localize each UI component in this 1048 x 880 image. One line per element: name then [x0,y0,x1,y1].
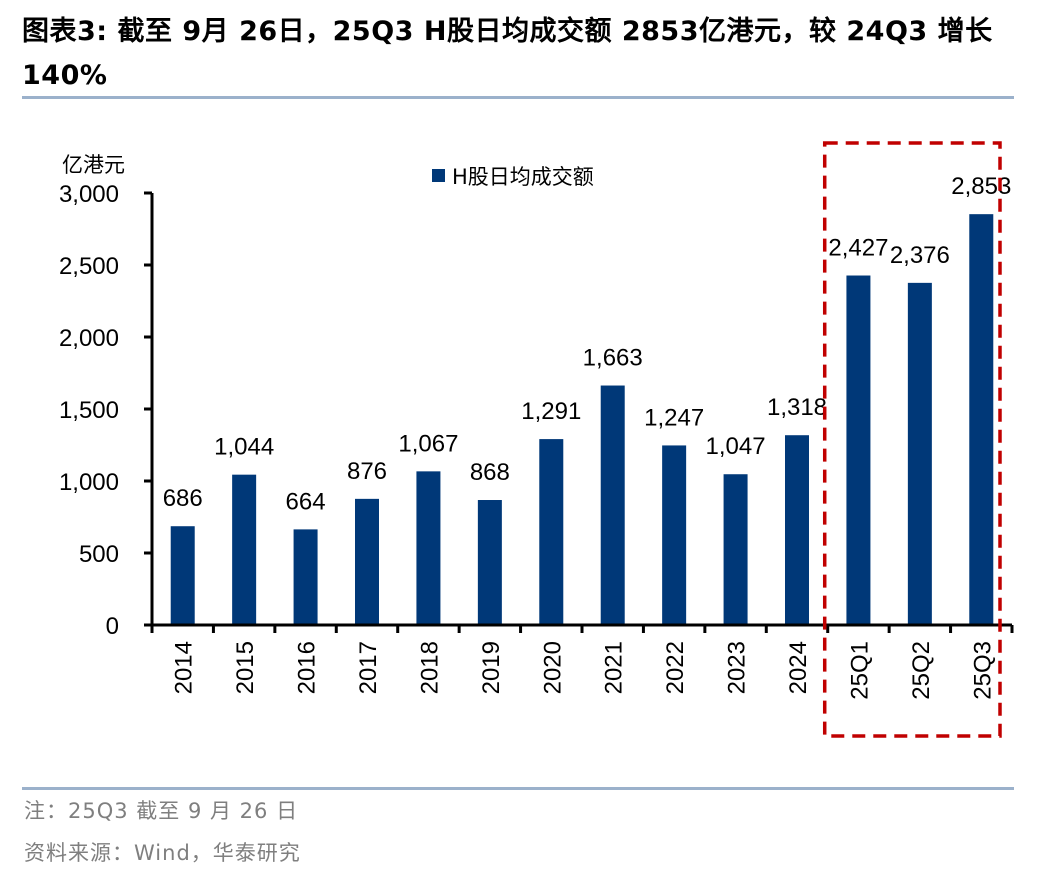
data-label-25Q1: 2,427 [828,235,888,262]
data-label-2016: 664 [286,488,326,515]
y-tick-label: 3,000 [59,181,119,208]
bar-2019 [477,500,502,625]
x-tick-label: 25Q2 [908,641,935,700]
bar-2023 [723,474,748,625]
x-tick-label: 2021 [601,641,628,694]
legend-swatch [432,169,445,182]
data-label-2021: 1,663 [583,345,643,372]
bar-2015 [232,474,257,625]
x-tick-label: 2019 [478,641,505,694]
y-tick-label: 2,500 [59,253,119,280]
highlight-box [822,141,1002,738]
y-axis-ticks: 0 500 1,000 1,500 2,000 2,500 3,000 [59,181,152,640]
y-axis-unit-label: 亿港元 [62,153,125,177]
data-label-25Q3: 2,853 [951,173,1011,200]
x-tick-label: 2017 [355,641,382,694]
x-tick-label: 2016 [294,641,321,694]
bar-25Q2 [907,282,932,625]
bar-25Q1 [846,275,871,625]
y-tick-label: 500 [79,541,119,568]
x-axis-ticks: 2014 2015 2016 2017 2018 2019 2020 2021 2022 2023… [150,625,1014,700]
x-tick-label: 2014 [171,641,198,694]
data-label-2015: 1,044 [214,434,274,461]
x-tick-label: 25Q1 [846,641,873,700]
bar-2016 [293,529,318,625]
data-label-2018: 1,067 [398,430,458,457]
bar-25Q3 [969,214,994,625]
data-label-2022: 1,247 [644,404,704,431]
bar-2014 [170,526,195,625]
x-tick-label: 2024 [785,641,812,694]
bar-2018 [416,471,441,625]
footnote: 注：25Q3 截至 9 月 26 日 [24,799,299,823]
footer-divider [22,787,1014,790]
bar-2017 [355,498,379,625]
data-label-2020: 1,291 [521,398,581,425]
bar-2024 [785,435,809,625]
x-tick-label: 2015 [232,641,259,694]
x-tick-label: 2022 [662,641,689,694]
title-divider [22,96,1014,99]
data-label-2014: 686 [163,485,203,512]
legend: H股日均成交额 [432,165,594,189]
source-note: 资料来源：Wind，华泰研究 [24,841,301,865]
bar-series [170,214,994,625]
data-label-25Q2: 2,376 [890,242,950,269]
data-label-2019: 868 [470,459,510,486]
chart-title: 图表3: 截至 9月 26日，25Q3 H股日均成交额 2853亿港元，较 24… [22,16,993,91]
data-label-2017: 876 [347,458,387,485]
bar-2021 [600,385,625,625]
y-tick-label: 2,000 [59,325,119,352]
bar-2022 [662,445,687,625]
y-tick-label: 1,500 [59,397,119,424]
x-tick-label: 2020 [539,641,566,694]
data-label-2024: 1,318 [767,394,827,421]
y-tick-label: 1,000 [59,469,119,496]
y-tick-label: 0 [106,613,119,640]
legend-label: H股日均成交额 [452,165,594,189]
x-tick-label: 25Q3 [969,641,996,700]
x-tick-label: 2018 [416,641,443,694]
bar-2020 [539,439,564,625]
x-tick-label: 2023 [724,641,751,694]
data-label-2023: 1,047 [706,433,766,460]
